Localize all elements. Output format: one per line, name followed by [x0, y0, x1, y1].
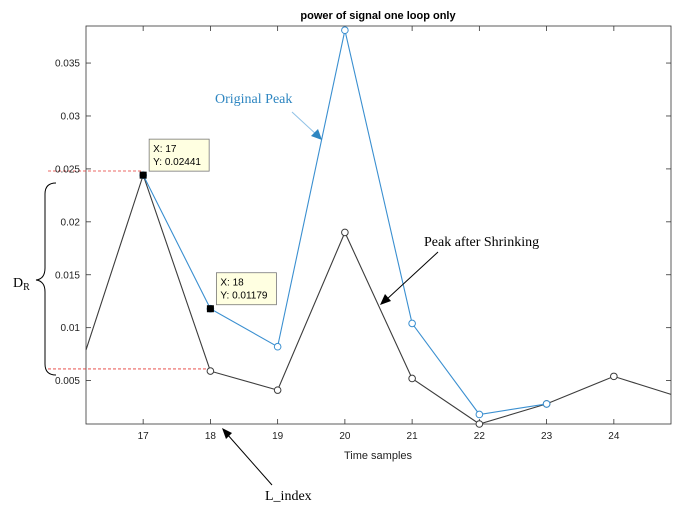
y-tick-label: 0.025	[55, 164, 80, 175]
chart-title: power of signal one loop only	[300, 10, 456, 22]
series-shrunk-point	[206, 367, 215, 375]
series-original-point	[341, 26, 349, 35]
series-shrunk-point	[475, 420, 484, 428]
series-shrunk-point	[408, 374, 416, 383]
y-tick-label: 0.035	[55, 59, 80, 70]
x-tick-label: 21	[407, 431, 419, 442]
x-axis: 17 18 19 20 21 22 23 24	[138, 26, 620, 442]
dr-label-sub: R	[23, 282, 30, 293]
series-shrunk-point	[273, 386, 282, 394]
annotation-original-peak: Original Peak	[215, 92, 292, 107]
series-original-point	[408, 319, 416, 328]
series-shrunk-point	[341, 228, 349, 237]
x-tick-label: 20	[339, 431, 351, 442]
plot-area	[85, 25, 672, 425]
datatip-y-label: Y: 0.01179	[220, 291, 268, 302]
reference-lines	[48, 170, 211, 370]
datatip-marker	[206, 305, 214, 313]
x-tick-label: 17	[138, 431, 150, 442]
annotation-l-index: L_index	[265, 489, 312, 504]
datatip-x-label: X: 17	[153, 144, 177, 155]
x-tick-label: 24	[608, 431, 620, 442]
series-shrunk-point	[610, 372, 618, 381]
annotation-l-index-arrowhead	[222, 428, 232, 439]
datatip-box	[215, 272, 277, 306]
x-tick-label: 18	[205, 431, 217, 442]
x-tick-label: 19	[272, 431, 284, 442]
x-tick-label: 22	[474, 431, 486, 442]
y-tick-label: 0.02	[61, 217, 81, 228]
y-tick-label: 0.01	[61, 323, 81, 334]
annotation-peak-after-shrinking-arrowhead	[380, 294, 391, 305]
x-axis-label: Time samples	[344, 450, 413, 462]
dr-label-main: D	[13, 276, 23, 291]
annotation-peak-after-shrinking: Peak after Shrinking	[424, 235, 539, 250]
y-tick-label: 0.005	[55, 376, 80, 387]
datatip-y-label: Y: 0.02441	[153, 157, 201, 168]
series-shrunk-line	[85, 173, 672, 425]
datatip-marker	[139, 171, 147, 179]
annotation-l-index-arrow	[226, 433, 273, 486]
y-tick-label: 0.03	[61, 111, 81, 122]
datatips-layer: X: 17 Y: 0.02441 X: 18 Y: 0.01179	[139, 138, 277, 313]
annotation-peak-after-shrinking-arrow	[385, 251, 439, 301]
annotation-original-peak-arrowhead	[311, 129, 322, 140]
datatip-box	[148, 138, 210, 172]
dr-brace	[35, 182, 57, 376]
series-original-point	[475, 410, 484, 419]
dr-label: DR	[13, 276, 30, 293]
x-tick-label: 23	[541, 431, 553, 442]
series-original-point	[273, 342, 282, 351]
datatip-x-label: X: 18	[220, 278, 244, 289]
y-axis: 0.005 0.01 0.015 0.02 0.025 0.03 0.035	[55, 59, 671, 387]
series-original-point	[542, 400, 551, 408]
y-tick-label: 0.015	[55, 270, 80, 281]
annotation-original-peak-arrow	[291, 111, 319, 137]
